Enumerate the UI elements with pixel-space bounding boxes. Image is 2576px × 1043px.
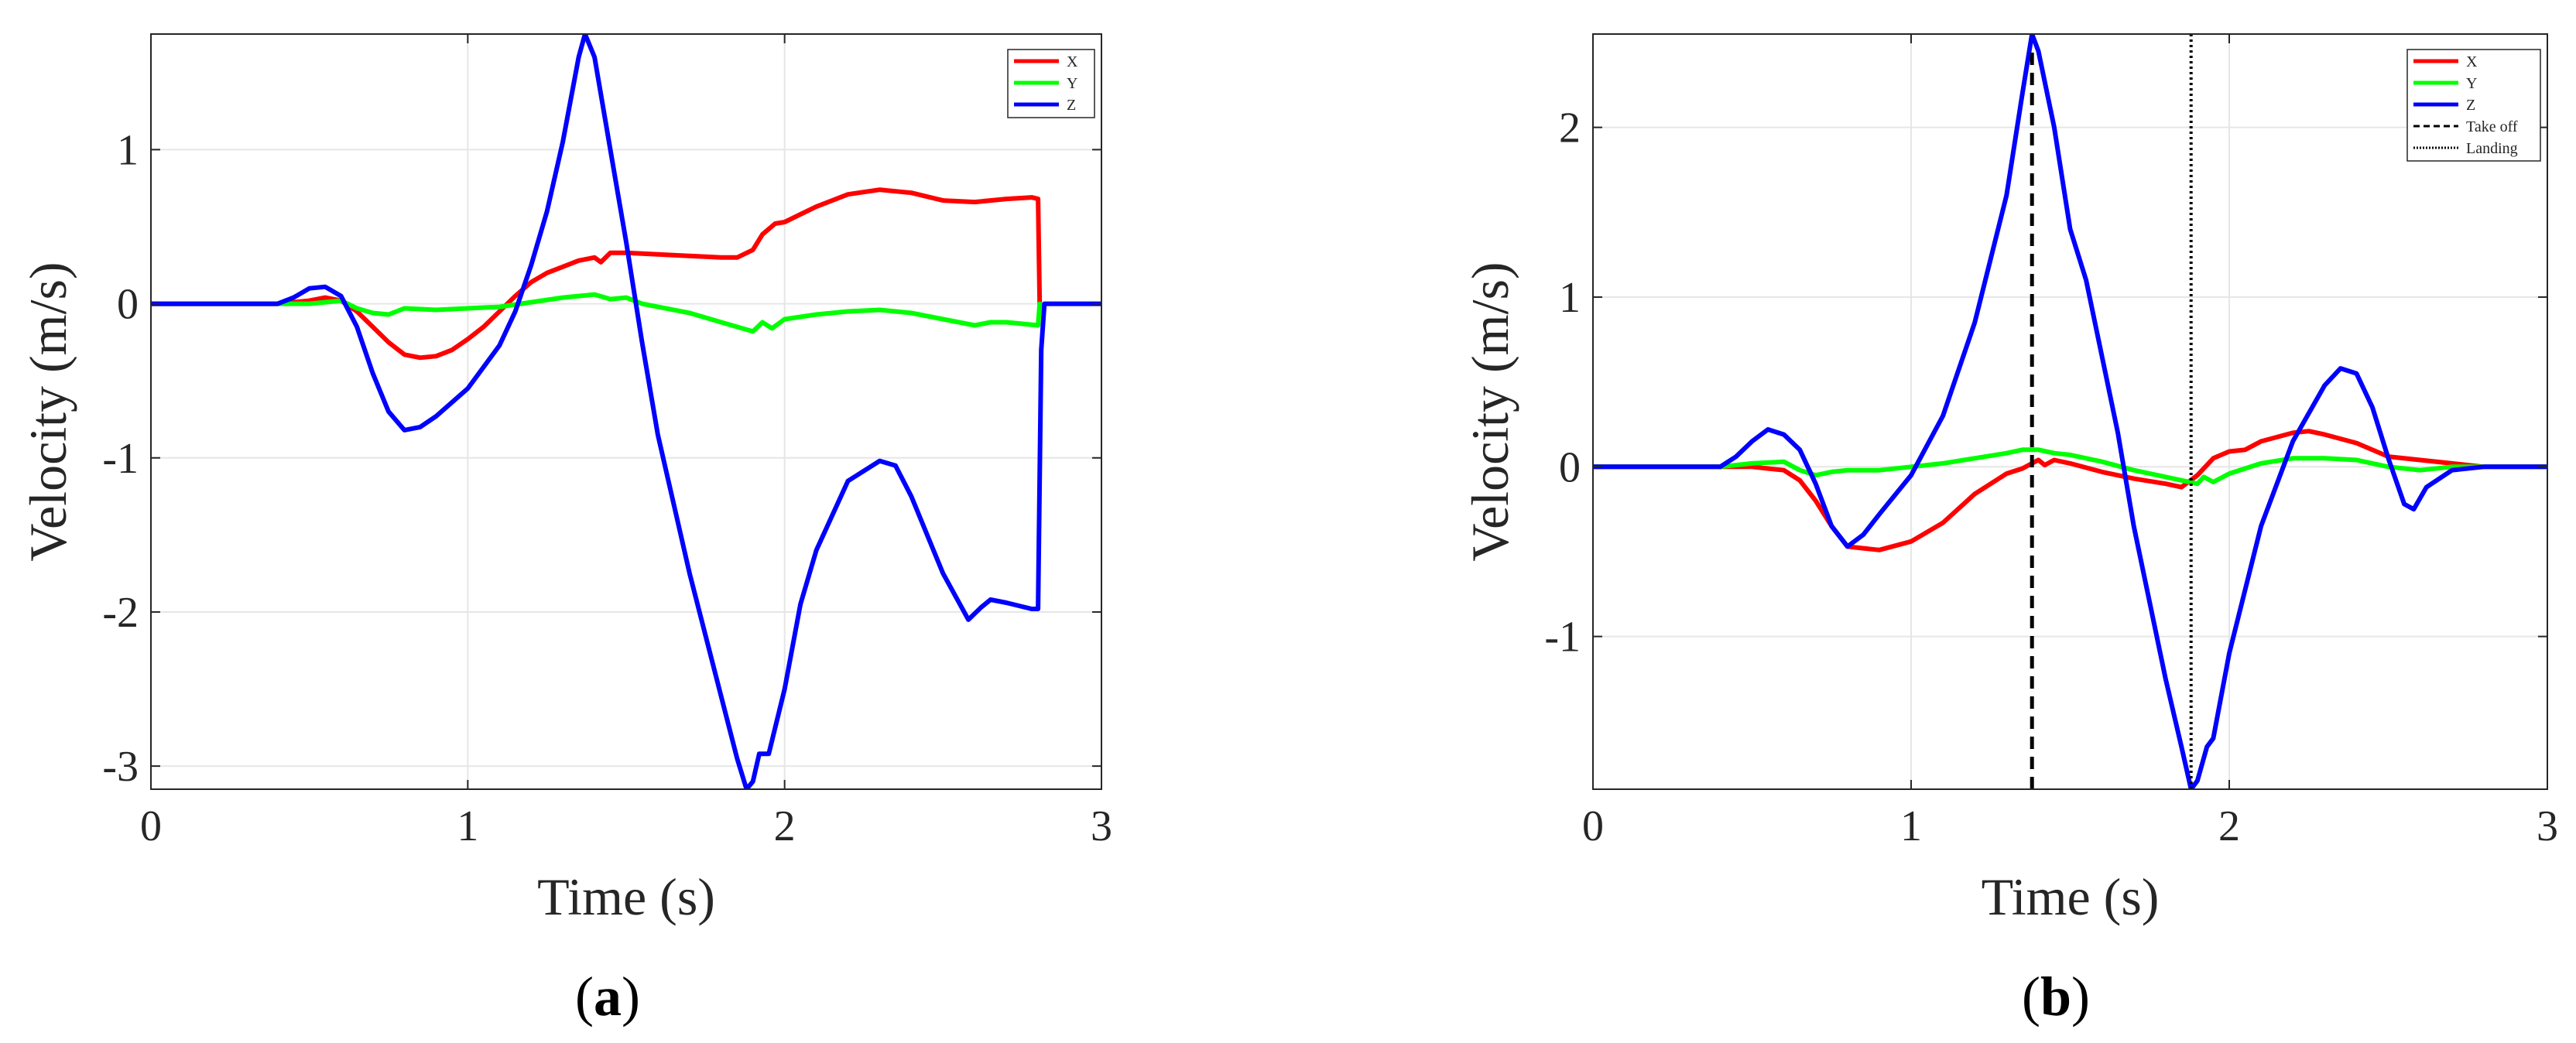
y-axis-title: Velocity (m/s) — [1461, 262, 1519, 561]
y-tick-label: 1 — [117, 126, 139, 174]
x-tick-label: 3 — [2537, 802, 2558, 850]
y-tick-label: -1 — [1544, 614, 1581, 662]
legend-label-x: X — [2466, 53, 2478, 70]
legend: XYZ — [1007, 49, 1095, 118]
y-tick-label: -3 — [102, 743, 139, 791]
legend: XYZ Take off Landing — [2406, 49, 2541, 162]
legend-label-take-off: Take off — [2466, 118, 2518, 135]
panel-a-label: (a) — [575, 966, 640, 1028]
series-line-y — [151, 292, 1043, 334]
legend-label-z: Z — [2466, 97, 2475, 114]
y-tick-label: 2 — [1559, 104, 1581, 152]
series-line-x — [151, 187, 1043, 361]
x-axis-title: Time (s) — [1982, 867, 2160, 926]
panel-b-label: (b) — [2022, 966, 2090, 1028]
legend-label-landing: Landing — [2466, 140, 2518, 157]
x-tick-label: 0 — [1582, 802, 1604, 850]
series-group — [151, 34, 1101, 789]
legend-label-z: Z — [1067, 97, 1076, 114]
legend-label-y: Y — [2466, 75, 2477, 92]
x-axis-title: Time (s) — [537, 867, 715, 926]
panel-a-chart: 0 1 2 3 -3 -2 -1 0 1 Time (s) Velocity (m/s) XYZ — [19, 33, 1112, 926]
panel-b-chart: 0 1 2 3 -1 0 1 2 Time (s) Velocity (m/s) XYZ Take o… — [1461, 33, 2558, 926]
axes-box — [150, 33, 1102, 790]
y-tick-label: 1 — [1559, 274, 1581, 322]
y-tick-label: 0 — [1559, 443, 1581, 491]
y-tick-label: -1 — [102, 435, 139, 483]
axes-box — [1592, 33, 2548, 790]
legend-label-x: X — [1067, 53, 1078, 70]
y-axis-title: Velocity (m/s) — [19, 262, 77, 561]
y-tick-label: -2 — [102, 589, 139, 637]
series-line-y — [1593, 447, 2547, 487]
series-line-z — [151, 34, 1101, 789]
x-tick-label: 2 — [774, 802, 796, 850]
x-tick-label: 3 — [1091, 802, 1112, 850]
plot-area — [1593, 34, 2547, 789]
series-group — [1593, 34, 2547, 789]
x-tick-label: 1 — [1900, 802, 1922, 850]
x-tick-label: 0 — [140, 802, 162, 850]
legend-label-y: Y — [1067, 75, 1077, 92]
series-line-z — [1593, 34, 2547, 789]
x-tick-label: 1 — [457, 802, 478, 850]
y-tick-label: 0 — [117, 281, 139, 329]
x-tick-label: 2 — [2218, 802, 2240, 850]
plot-area — [151, 34, 1101, 789]
